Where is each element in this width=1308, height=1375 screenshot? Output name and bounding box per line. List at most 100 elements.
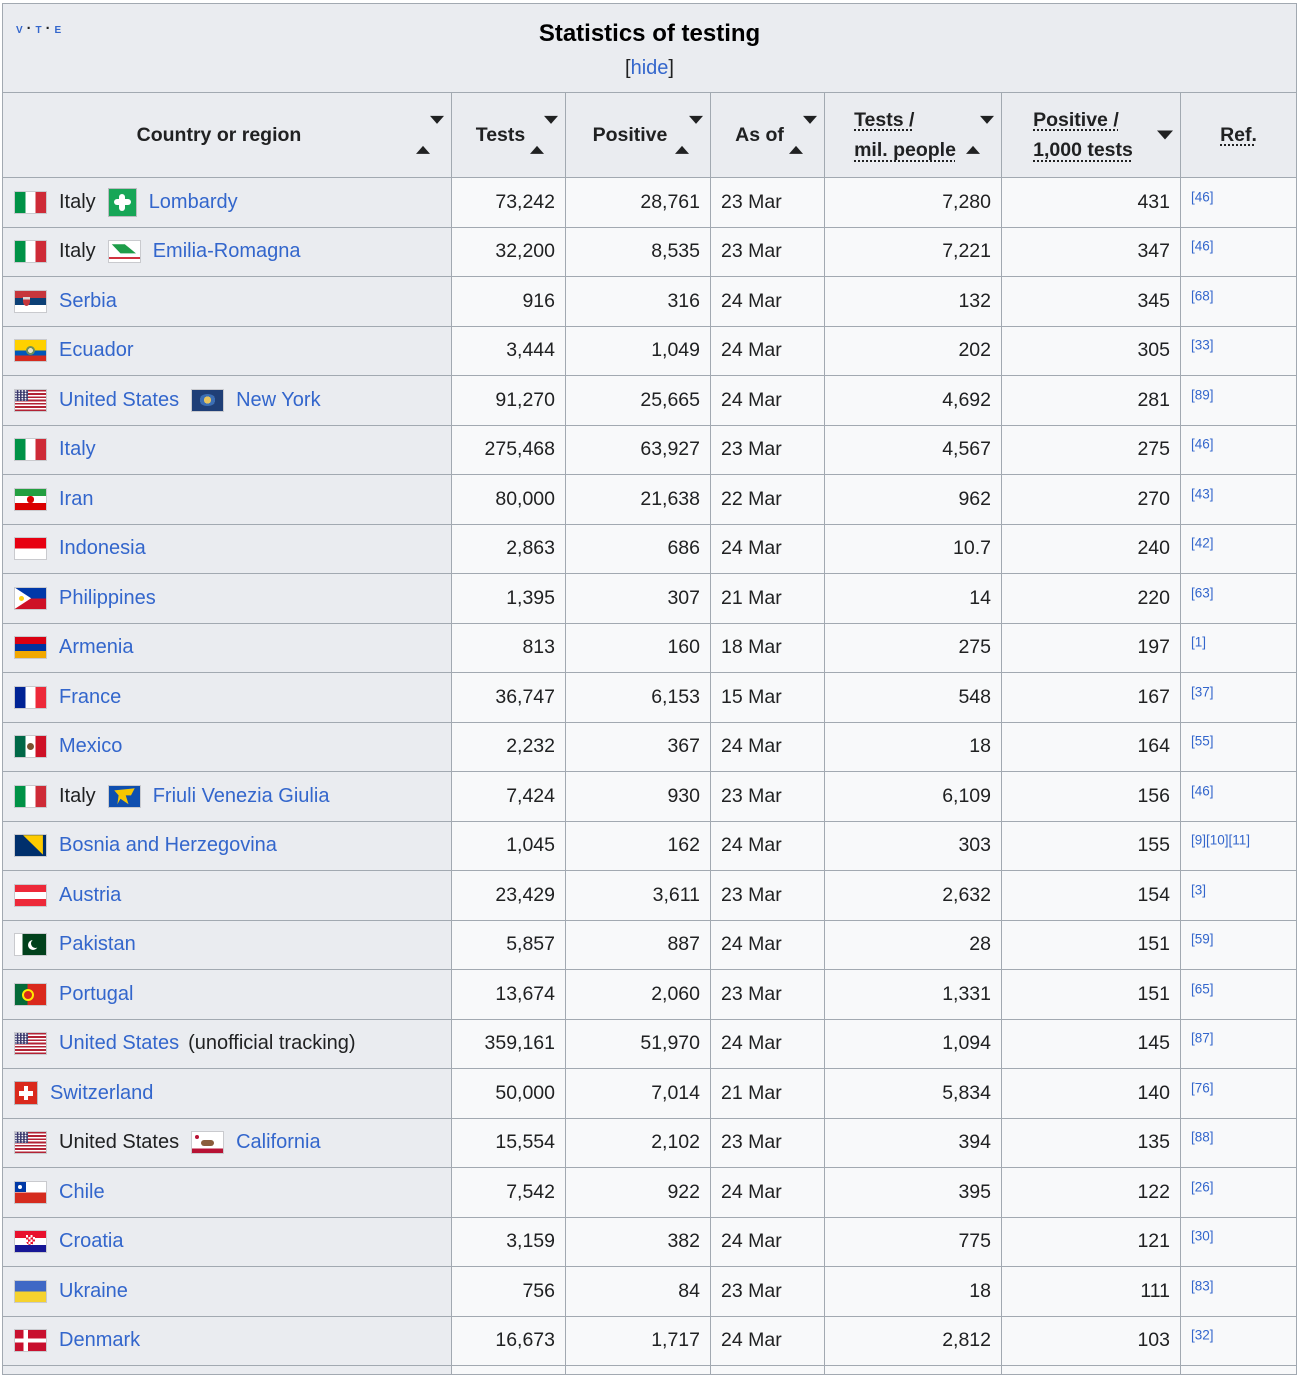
reference-link[interactable]: [26] [1191,1179,1214,1195]
region-link-lombardy[interactable]: Lombardy [148,190,238,213]
data-cell [710,1365,825,1375]
country-link-denmark[interactable]: Denmark [59,1329,141,1352]
denmark-flag-icon [14,1329,47,1353]
positive-per-1000-cell: 121 [1001,1216,1181,1267]
reference-link[interactable]: [89] [1191,387,1214,403]
region-link-california[interactable]: California [236,1131,321,1154]
country-cell: Ukraine [2,1266,452,1317]
column-header-country[interactable]: Country or region [2,92,452,178]
table-row: Croatia 3,159 382 24 Mar 775 121 [30] [2,1216,1298,1267]
reference-link[interactable]: [42] [1191,535,1214,551]
country-link-bosnia-and-herzegovina[interactable]: Bosnia and Herzegovina [59,834,277,857]
table-row: Italy 275,468 63,927 23 Mar 4,567 275 [46] [2,424,1298,475]
emilia-flag-icon [107,240,141,264]
region-link-emilia-romagna[interactable]: Emilia-Romagna [152,240,301,263]
reference-link[interactable]: [59] [1191,931,1214,947]
country-link-pakistan[interactable]: Pakistan [59,933,136,956]
serbia-flag-icon [14,289,47,313]
positive-per-1000-cell: 197 [1001,622,1181,673]
country-cell [2,1365,452,1375]
column-header-as-of[interactable]: As of [710,92,825,178]
country-link-serbia[interactable]: Serbia [59,289,117,312]
reference-link[interactable]: [63] [1191,585,1214,601]
ref-cell: [46] [1179,771,1298,822]
tests-per-mil-cell: 395 [824,1167,1002,1218]
as-of-cell: 24 Mar [710,523,825,574]
column-header-tests-per-mil[interactable]: Tests / mil. people [824,92,1002,178]
as-of-cell: 24 Mar [710,1216,825,1267]
table-row: Pakistan 5,857 887 24 Mar 28 151 [59] [2,919,1298,970]
reference-link[interactable]: [46] [1191,238,1214,254]
country-link-philippines[interactable]: Philippines [59,586,156,609]
edit-template-link[interactable]: e [54,21,63,37]
country-link-portugal[interactable]: Portugal [59,982,134,1005]
table-row: Ecuador 3,444 1,049 24 Mar 202 305 [33] [2,325,1298,376]
country-link-croatia[interactable]: Croatia [59,1230,124,1253]
reference-link[interactable]: [30] [1191,1228,1214,1244]
tests-per-mil-cell: 10.7 [824,523,1002,574]
table-row: Italy Lombardy 73,242 28,761 23 Mar 7,280 431 [… [2,177,1298,228]
reference-link[interactable]: [83] [1191,1278,1214,1294]
reference-link[interactable]: [76] [1191,1080,1214,1096]
country-suffix: (unofficial tracking) [188,1032,356,1055]
country-cell: Portugal [2,969,452,1020]
mexico-flag-icon [14,735,47,759]
country-link-armenia[interactable]: Armenia [59,636,134,659]
reference-link[interactable]: [32] [1191,1327,1214,1343]
positive-per-1000-cell: 135 [1001,1117,1181,1168]
hide-link[interactable]: hide [630,57,669,79]
country-link-united-states[interactable]: United States [59,1032,180,1055]
reference-link[interactable]: [46] [1191,436,1214,452]
view-template-link[interactable]: v [16,21,24,37]
positive-per-1000-cell: 305 [1001,325,1181,376]
us-flag-icon [14,388,47,412]
as-of-cell: 24 Mar [710,721,825,772]
column-header-positive-per-1000[interactable]: Positive / 1,000 tests [1001,92,1181,178]
reference-link[interactable]: [65] [1191,981,1214,997]
ny-flag-icon [191,388,225,412]
reference-link[interactable]: [68] [1191,288,1214,304]
country-cell: United States California [2,1117,452,1168]
reference-link[interactable]: [11] [1228,832,1251,848]
talk-template-link[interactable]: t [35,21,43,37]
ref-cell: [59] [1179,919,1298,970]
ref-cell: [63] [1179,573,1298,624]
country-link-ukraine[interactable]: Ukraine [59,1279,128,1302]
reference-link[interactable]: [1] [1191,634,1207,650]
country-link-france[interactable]: France [59,685,122,708]
country-link-indonesia[interactable]: Indonesia [59,537,146,560]
ref-cell: [87] [1179,1018,1298,1069]
country-link-united-states[interactable]: United States [59,388,180,411]
reference-link[interactable]: [10] [1206,832,1229,848]
table-row: Denmark 16,673 1,717 24 Mar 2,812 103 [32] [2,1315,1298,1366]
column-header-tests[interactable]: Tests [451,92,566,178]
region-link-friuli-venezia-giulia[interactable]: Friuli Venezia Giulia [152,784,330,807]
region-link-new-york[interactable]: New York [236,388,321,411]
reference-link[interactable]: [55] [1191,733,1214,749]
column-header-positive[interactable]: Positive [565,92,711,178]
reference-link[interactable]: [9] [1191,832,1207,848]
country-cell: Philippines [2,573,452,624]
reference-link[interactable]: [33] [1191,337,1214,353]
reference-link[interactable]: [88] [1191,1129,1214,1145]
country-link-austria[interactable]: Austria [59,883,122,906]
country-link-switzerland[interactable]: Switzerland [50,1081,154,1104]
country-link-mexico[interactable]: Mexico [59,735,123,758]
reference-link[interactable]: [3] [1191,882,1207,898]
positive-per-1000-cell: 347 [1001,226,1181,277]
reference-link[interactable]: [87] [1191,1030,1214,1046]
country-link-ecuador[interactable]: Ecuador [59,339,134,362]
reference-link[interactable]: [43] [1191,486,1214,502]
country-link-iran[interactable]: Iran [59,487,94,510]
as-of-cell: 24 Mar [710,820,825,871]
ref-cell: [33] [1179,325,1298,376]
reference-link[interactable]: [46] [1191,783,1214,799]
reference-link[interactable]: [46] [1191,189,1214,205]
country-link-italy[interactable]: Italy [59,438,96,461]
reference-link[interactable]: [37] [1191,684,1214,700]
chile-flag-icon [14,1180,47,1204]
tests-cell: 275,468 [451,424,566,475]
table-row: France 36,747 6,153 15 Mar 548 167 [37] [2,672,1298,723]
country-cell: Bosnia and Herzegovina [2,820,452,871]
country-link-chile[interactable]: Chile [59,1180,105,1203]
